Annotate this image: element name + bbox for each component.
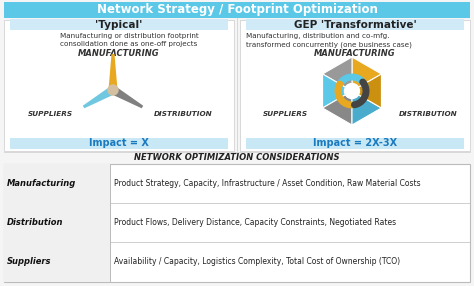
Text: NETWORK OPTIMIZATION CONSIDERATIONS: NETWORK OPTIMIZATION CONSIDERATIONS — [134, 152, 340, 162]
Bar — [246, 138, 464, 149]
Bar — [4, 164, 110, 203]
Circle shape — [108, 85, 118, 95]
Text: Network Strategy / Footprint Optimization: Network Strategy / Footprint Optimizatio… — [97, 3, 377, 17]
Bar — [240, 20, 470, 151]
Polygon shape — [322, 57, 352, 91]
Text: GEP 'Transformative': GEP 'Transformative' — [293, 19, 416, 29]
Text: Distribution: Distribution — [7, 218, 64, 227]
Text: SUPPLIERS: SUPPLIERS — [263, 111, 308, 117]
Bar — [4, 203, 110, 242]
Polygon shape — [83, 86, 115, 108]
Polygon shape — [109, 54, 118, 90]
Bar — [246, 19, 464, 30]
Text: Impact = 2X-3X: Impact = 2X-3X — [313, 138, 397, 148]
Text: 'Typical': 'Typical' — [95, 19, 143, 29]
Bar — [4, 20, 234, 151]
Bar — [10, 19, 228, 30]
Polygon shape — [322, 74, 352, 108]
Polygon shape — [322, 91, 352, 125]
Polygon shape — [352, 57, 382, 91]
Bar — [4, 2, 470, 18]
Text: Suppliers: Suppliers — [7, 257, 52, 267]
Text: Product Flows, Delivery Distance, Capacity Constraints, Negotiated Rates: Product Flows, Delivery Distance, Capaci… — [114, 218, 396, 227]
Text: Impact = X: Impact = X — [89, 138, 149, 148]
Text: Manufacturing or distribution footprint
consolidation done as one-off projects: Manufacturing or distribution footprint … — [60, 33, 199, 47]
Text: Availability / Capacity, Logistics Complexity, Total Cost of Ownership (TCO): Availability / Capacity, Logistics Compl… — [114, 257, 400, 267]
Text: SUPPLIERS: SUPPLIERS — [27, 111, 73, 117]
Polygon shape — [352, 91, 382, 125]
Polygon shape — [352, 74, 382, 108]
Polygon shape — [111, 86, 143, 108]
Bar — [10, 138, 228, 149]
Text: MANUFACTURING: MANUFACTURING — [78, 49, 160, 57]
Bar — [4, 164, 470, 282]
Circle shape — [345, 84, 359, 98]
Text: Manufacturing, distribution and co-mfg.
transformed concurrently (one business c: Manufacturing, distribution and co-mfg. … — [246, 33, 412, 47]
Text: DISTRIBUTION: DISTRIBUTION — [154, 111, 212, 117]
Text: MANUFACTURING: MANUFACTURING — [314, 49, 396, 57]
Text: Product Strategy, Capacity, Infrastructure / Asset Condition, Raw Material Costs: Product Strategy, Capacity, Infrastructu… — [114, 179, 420, 188]
Text: Manufacturing: Manufacturing — [7, 179, 76, 188]
Bar — [4, 242, 110, 282]
Text: DISTRIBUTION: DISTRIBUTION — [399, 111, 457, 117]
